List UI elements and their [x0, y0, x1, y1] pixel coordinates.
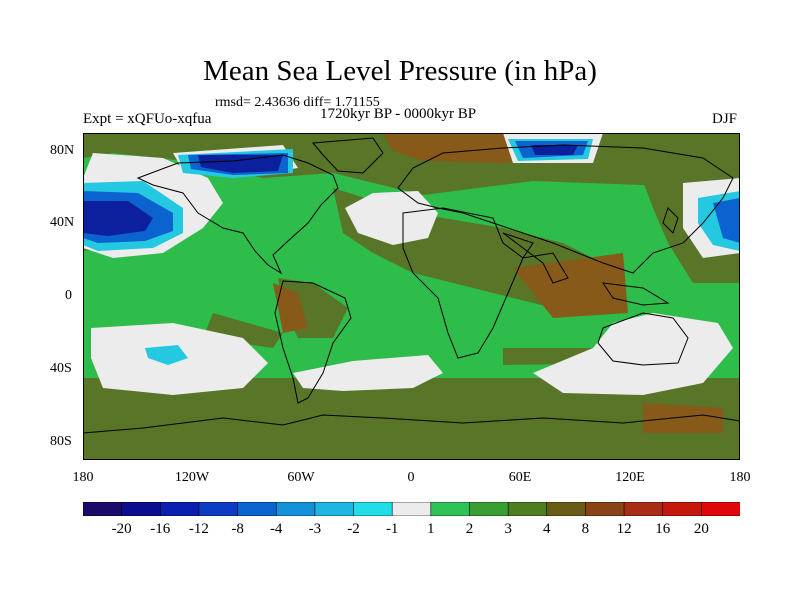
pressure-map [83, 133, 740, 460]
colorbar-swatch [507, 502, 548, 516]
lon-tick: 0 [407, 470, 415, 485]
map-frame [83, 133, 740, 460]
colorbar-swatch [275, 502, 316, 516]
colorbar-label: 3 [504, 521, 512, 537]
colorbar-swatch [83, 502, 123, 516]
lon-tick: 120E [615, 470, 645, 485]
time-period: 1720kyr BP - 0000kyr BP [320, 106, 477, 122]
colorbar-swatch [701, 502, 740, 516]
colorbar-swatch [469, 502, 509, 516]
colorbar-label: 1 [427, 521, 435, 537]
colorbar-label: -8 [231, 521, 244, 537]
colorbar-label: 16 [655, 521, 671, 537]
colorbar-label: -4 [269, 521, 283, 537]
lat-tick: 80S [50, 434, 72, 449]
lon-tick: 180 [72, 470, 94, 485]
colorbar-label: 12 [616, 521, 632, 537]
colorbar-label: -12 [188, 521, 209, 537]
colorbar-label: 20 [693, 521, 709, 537]
lon-tick: 120W [174, 470, 210, 485]
lat-tick: 40S [50, 361, 72, 376]
colorbar-label: -20 [111, 521, 132, 537]
season-label: DJF [712, 111, 738, 127]
colorbar-swatch [391, 502, 432, 516]
lat-tick: 80N [50, 143, 75, 158]
colorbar-swatch [198, 502, 239, 516]
colorbar-swatch [585, 502, 625, 516]
colorbar-label: -2 [347, 521, 360, 537]
lat-tick: 40N [50, 215, 75, 230]
colorbar-swatch [237, 502, 277, 516]
colorbar-label: -1 [385, 521, 399, 537]
experiment-label: Expt = xQFUo-xqfua [83, 111, 212, 127]
rmsd-diff-stats: rmsd= 2.43636 diff= 1.71155 [215, 95, 380, 110]
colorbar-swatch [430, 502, 471, 516]
colorbar-label: -16 [150, 521, 171, 537]
colorbar-swatch [314, 502, 355, 516]
lon-tick: 60W [287, 470, 315, 485]
lon-tick: 60E [508, 470, 532, 485]
colorbar-swatch [662, 502, 702, 516]
lon-tick: 180 [729, 470, 751, 485]
colorbar-label: 8 [581, 521, 590, 537]
colorbar-label: 4 [543, 521, 551, 537]
lat-tick: 0 [65, 288, 72, 303]
coastlines [83, 137, 740, 434]
colorbar-swatch [623, 502, 664, 516]
colorbar-swatch [159, 502, 200, 516]
colorbar-label: 2 [465, 521, 474, 537]
chart-title: Mean Sea Level Pressure (in hPa) [203, 55, 597, 87]
colorbar-swatch [121, 502, 161, 516]
colorbar [83, 502, 740, 516]
dark-blue-regions [83, 145, 578, 236]
colorbar-swatch [546, 502, 587, 516]
colorbar-label: -3 [308, 521, 322, 537]
white-regions [83, 133, 740, 395]
colorbar-swatch [353, 502, 393, 516]
